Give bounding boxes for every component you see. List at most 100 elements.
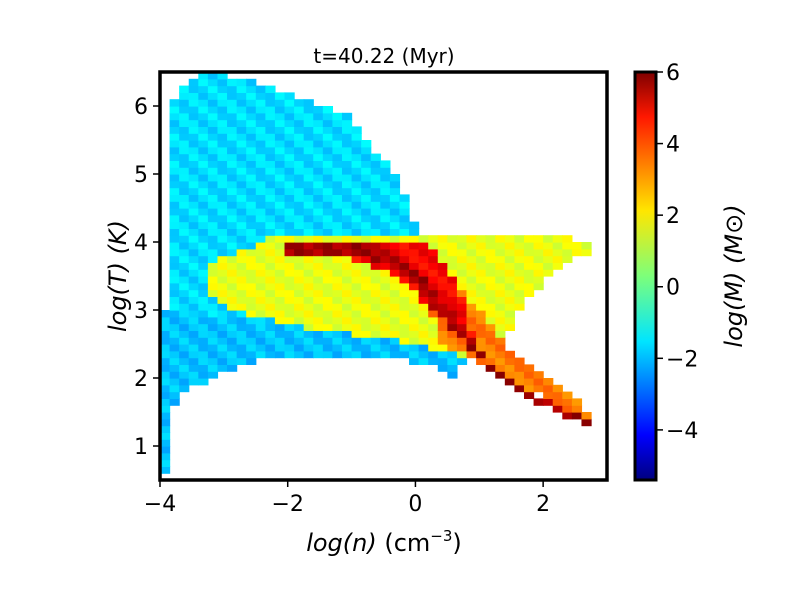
heatmap-cell (380, 344, 391, 352)
heatmap-cell (485, 344, 496, 352)
heatmap-cell (169, 235, 180, 243)
heatmap-cell (207, 310, 219, 318)
heatmap-cell (361, 337, 372, 345)
heatmap-cell (265, 92, 276, 100)
heatmap-cell (217, 201, 228, 209)
heatmap-cell (466, 262, 477, 270)
heatmap-cell (485, 310, 496, 318)
heatmap-cell (332, 180, 343, 189)
heatmap-cell (447, 350, 458, 359)
heatmap-cell (179, 160, 190, 168)
heatmap-cell (495, 323, 506, 331)
heatmap-cell (351, 146, 362, 155)
heatmap-cell (418, 344, 429, 352)
heatmap-cell (303, 323, 314, 331)
heatmap-cell (217, 323, 228, 331)
heatmap-cell (198, 167, 209, 175)
heatmap-cell (169, 337, 180, 345)
heatmap-cell (227, 174, 238, 182)
heatmap-cell (313, 160, 324, 168)
heatmap-cell (169, 371, 180, 379)
heatmap-cell (351, 248, 362, 257)
heatmap-cell (332, 337, 343, 345)
heatmap-cell (399, 269, 410, 277)
heatmap-cell (485, 289, 496, 297)
heatmap-cell (169, 119, 180, 127)
heatmap-cell (399, 248, 410, 257)
heatmap-cell (294, 112, 305, 121)
heatmap-cell (284, 242, 295, 250)
heatmap-cell (581, 248, 592, 257)
heatmap-cell (246, 119, 257, 127)
heatmap-cell (188, 228, 199, 236)
heatmap-cell (456, 269, 468, 277)
heatmap-cell (485, 276, 496, 284)
heatmap-cell (207, 303, 219, 311)
heatmap-cell (332, 248, 343, 257)
heatmap-cell (466, 282, 477, 291)
heatmap-cell (303, 255, 314, 263)
heatmap-cell (389, 330, 401, 338)
heatmap-cell (236, 330, 247, 338)
heatmap-cell (533, 235, 544, 243)
heatmap-cell (217, 85, 228, 93)
heatmap-cell (217, 106, 228, 114)
heatmap-cell (179, 303, 190, 311)
heatmap-cell (284, 323, 295, 331)
heatmap-cell (246, 78, 257, 87)
heatmap-cell (169, 201, 180, 209)
heatmap-cell (294, 289, 305, 297)
heatmap-cell (198, 187, 209, 195)
heatmap-cell (188, 78, 199, 87)
heatmap-cell (246, 112, 257, 121)
heatmap-cell (303, 242, 314, 250)
heatmap-cell (476, 262, 487, 270)
heatmap-cell (313, 146, 324, 155)
heatmap-cell (313, 133, 324, 141)
heatmap-cell (246, 303, 257, 311)
heatmap-cell (207, 153, 219, 161)
heatmap-cell (217, 112, 228, 121)
heatmap-cell (246, 228, 257, 236)
heatmap-cell (571, 405, 583, 413)
heatmap-cell (476, 269, 487, 277)
heatmap-cell (332, 289, 343, 297)
heatmap-cell (332, 214, 343, 223)
heatmap-cell (456, 242, 468, 250)
heatmap-cell (456, 262, 468, 270)
heatmap-cell (399, 276, 410, 284)
heatmap-cell (255, 153, 266, 161)
heatmap-cell (418, 255, 429, 263)
heatmap-cell (370, 310, 381, 318)
heatmap-cell (303, 194, 314, 202)
heatmap-cell (313, 269, 324, 277)
heatmap-cell (322, 303, 334, 311)
heatmap-cell (274, 221, 286, 229)
heatmap-cell (370, 316, 381, 325)
heatmap-cell (274, 187, 286, 195)
heatmap-cell (361, 316, 372, 325)
heatmap-cell (437, 248, 448, 257)
x-axis-label-exponent: −3 (430, 527, 452, 545)
heatmap-cell (265, 99, 276, 107)
heatmap-cell (332, 350, 343, 359)
heatmap-cell (466, 289, 477, 297)
heatmap-cell (188, 350, 199, 359)
heatmap-cell (217, 194, 228, 202)
heatmap-cell (341, 214, 353, 223)
heatmap-cell (284, 187, 295, 195)
heatmap-cell (169, 208, 180, 216)
heatmap-cell (236, 167, 247, 175)
heatmap-cell (351, 350, 362, 359)
heatmap-cell (361, 214, 372, 223)
heatmap-cell (313, 126, 324, 134)
heatmap-cell (361, 160, 372, 168)
heatmap-cell (361, 344, 372, 352)
heatmap-cell (466, 323, 477, 331)
heatmap-cell (227, 78, 238, 87)
heatmap-cell (495, 364, 506, 372)
heatmap-cell (313, 303, 324, 311)
heatmap-cell (361, 242, 372, 250)
heatmap-cell (447, 303, 458, 311)
heatmap-cell (227, 119, 238, 127)
